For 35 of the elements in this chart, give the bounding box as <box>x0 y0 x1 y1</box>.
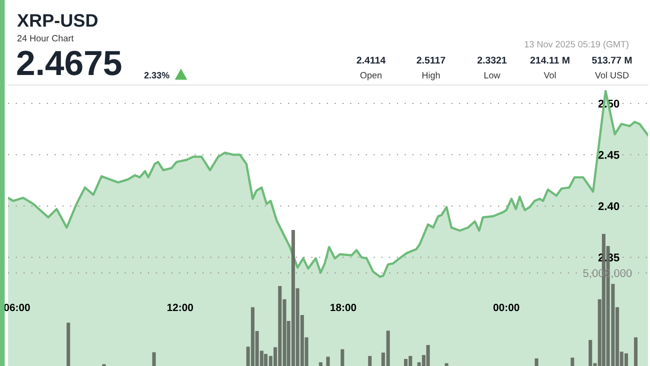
text: 13 Nov 2025 05:19 (GMT) <box>524 40 628 50</box>
bar <box>426 344 430 366</box>
bar <box>444 363 448 366</box>
text: Low <box>484 72 500 78</box>
x-tick-label: 18:00 <box>330 304 356 312</box>
bar <box>368 356 372 366</box>
text: 2.33% <box>144 72 170 78</box>
text: Open <box>360 72 382 80</box>
bar <box>66 322 70 366</box>
x-tick-label: 12:00 <box>167 304 193 312</box>
text: Vol <box>544 72 556 78</box>
bar <box>318 362 322 366</box>
bar <box>624 353 628 366</box>
text: 2.3321 <box>477 56 507 64</box>
y-tick-label: 2.40 <box>598 202 620 210</box>
text: 2.5117 <box>416 56 446 64</box>
y-tick-label: 2.45 <box>598 151 620 159</box>
bar <box>570 358 574 366</box>
text: Vol USD <box>594 72 629 78</box>
bar <box>152 352 156 366</box>
bar <box>634 337 638 366</box>
chart-title: XRP-USD <box>17 14 98 27</box>
x-tick-label: 06:00 <box>4 304 30 312</box>
x-tick-label: 00:00 <box>493 304 520 312</box>
text: 513.77 M <box>592 56 632 64</box>
text: 214.11 M <box>530 56 570 64</box>
y-tick-label: 2.35 <box>598 254 620 262</box>
text: 2.4675 <box>17 50 122 76</box>
text: 2.4114 <box>356 56 386 64</box>
chart-subtitle: 24 Hour Chart <box>17 34 74 42</box>
text: High <box>422 72 440 80</box>
bar <box>340 349 344 366</box>
bar <box>404 358 408 366</box>
bar <box>534 358 538 366</box>
bar <box>326 356 330 366</box>
